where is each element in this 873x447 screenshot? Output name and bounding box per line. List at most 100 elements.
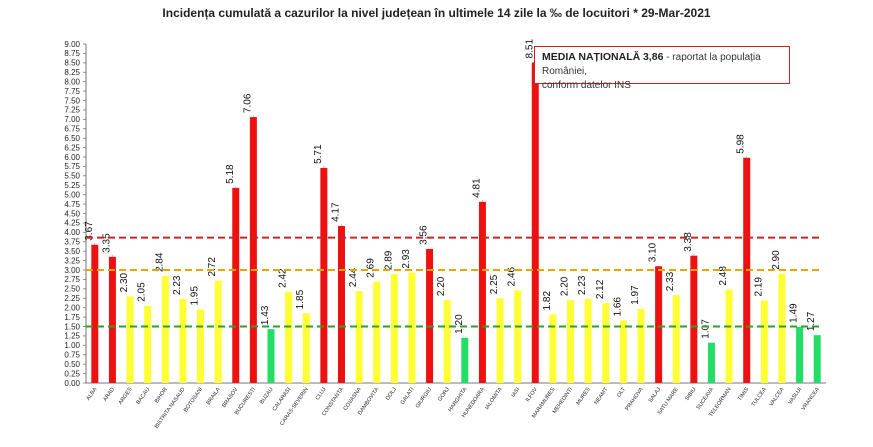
category-label: TIMIS bbox=[737, 386, 751, 402]
y-tick-label: 8.25 bbox=[64, 68, 80, 77]
bar bbox=[567, 300, 575, 383]
category-label: OLT bbox=[616, 386, 627, 398]
y-tick-label: 1.25 bbox=[64, 332, 80, 341]
bar bbox=[796, 326, 804, 383]
data-label: 1.82 bbox=[542, 291, 553, 311]
data-label: 2.20 bbox=[560, 276, 571, 296]
data-label: 1.85 bbox=[295, 289, 306, 309]
category-label: BRASOV bbox=[221, 386, 239, 408]
category-label: BRAILA bbox=[206, 386, 222, 406]
y-tick-label: 2.75 bbox=[64, 275, 80, 284]
bar bbox=[778, 273, 786, 383]
bar bbox=[496, 298, 504, 383]
y-tick-label: 5.75 bbox=[64, 162, 80, 171]
category-label: ARGES bbox=[118, 386, 134, 405]
national-average-label: MEDIA NAȚIONALĂ bbox=[542, 51, 641, 63]
data-label: 2.30 bbox=[119, 272, 130, 292]
category-label: CLUJ bbox=[315, 387, 328, 402]
category-label: SALAJ bbox=[648, 387, 663, 404]
bar bbox=[637, 308, 645, 383]
data-label: 4.81 bbox=[471, 178, 482, 198]
bar bbox=[531, 62, 539, 383]
category-label: ARAD bbox=[102, 387, 116, 403]
bar bbox=[249, 117, 257, 383]
data-label: 7.06 bbox=[242, 93, 253, 113]
bar bbox=[619, 320, 627, 383]
y-tick-label: 6.50 bbox=[64, 134, 80, 143]
y-tick-label: 4.75 bbox=[64, 200, 80, 209]
bar bbox=[355, 291, 363, 383]
category-label: NEAMT bbox=[593, 386, 609, 406]
bar bbox=[408, 272, 416, 383]
data-label: 3.56 bbox=[419, 225, 430, 245]
bar bbox=[179, 299, 187, 383]
bar bbox=[232, 187, 240, 383]
bar bbox=[461, 337, 469, 383]
national-average-note-a: - raportat la populația României, bbox=[542, 52, 761, 77]
y-tick-label: 4.50 bbox=[64, 209, 80, 218]
bar bbox=[91, 244, 99, 383]
national-average-note-b: conform datelor INS bbox=[542, 80, 631, 91]
bar bbox=[602, 303, 610, 383]
data-label: 2.72 bbox=[207, 257, 218, 277]
category-label: VASLUI bbox=[787, 386, 803, 406]
data-label: 1.97 bbox=[630, 285, 641, 305]
data-label: 2.46 bbox=[507, 266, 518, 286]
data-label: 2.12 bbox=[595, 279, 606, 299]
bar bbox=[760, 300, 768, 383]
y-tick-label: 9.00 bbox=[64, 40, 80, 49]
category-label: ILFOV bbox=[525, 386, 539, 403]
data-label: 1.43 bbox=[260, 305, 271, 325]
data-label: 2.19 bbox=[753, 277, 764, 297]
data-label: 5.18 bbox=[225, 164, 236, 184]
data-label: 2.84 bbox=[154, 252, 165, 272]
bar bbox=[267, 329, 275, 383]
data-label: 4.17 bbox=[330, 202, 341, 222]
y-tick-label: 3.25 bbox=[64, 256, 80, 265]
data-label: 3.67 bbox=[84, 221, 95, 241]
data-label: 3.35 bbox=[101, 233, 112, 253]
y-tick-label: 7.50 bbox=[64, 96, 80, 105]
y-tick-label: 5.50 bbox=[64, 172, 80, 181]
y-tick-label: 2.25 bbox=[64, 294, 80, 303]
y-tick-label: 1.75 bbox=[64, 313, 80, 322]
y-tick-label: 2.50 bbox=[64, 285, 80, 294]
category-label: IALOMITA bbox=[484, 386, 504, 410]
y-tick-label: 3.00 bbox=[64, 266, 80, 275]
y-tick-label: 6.75 bbox=[64, 125, 80, 134]
data-label: 2.05 bbox=[137, 282, 148, 302]
category-label: TULCEA bbox=[751, 386, 769, 407]
bar bbox=[302, 313, 310, 383]
bar bbox=[285, 291, 293, 383]
y-tick-label: 0.75 bbox=[64, 351, 80, 360]
y-tick-label: 5.00 bbox=[64, 190, 80, 199]
data-label: 1.49 bbox=[789, 303, 800, 323]
bar bbox=[197, 309, 205, 383]
y-tick-label: 3.75 bbox=[64, 238, 80, 247]
data-label: 2.44 bbox=[348, 267, 359, 287]
data-label: 2.89 bbox=[383, 250, 394, 270]
data-label: 2.20 bbox=[436, 276, 447, 296]
y-tick-label: 8.75 bbox=[64, 49, 80, 58]
data-label: 1.27 bbox=[806, 311, 817, 331]
category-label: VRANCEA bbox=[801, 386, 821, 411]
data-label: 2.33 bbox=[665, 271, 676, 291]
data-label: 1.95 bbox=[190, 286, 201, 306]
national-average-value: 3,86 bbox=[642, 51, 664, 63]
data-label: 5.98 bbox=[736, 134, 747, 154]
y-tick-label: 8.00 bbox=[64, 77, 80, 86]
bar bbox=[373, 281, 381, 383]
category-label: PRAHOVA bbox=[625, 386, 645, 411]
y-tick-label: 2.00 bbox=[64, 303, 80, 312]
category-label: MURES bbox=[575, 386, 591, 406]
y-tick-label: 3.50 bbox=[64, 247, 80, 256]
y-tick-label: 5.25 bbox=[64, 181, 80, 190]
data-label: 2.23 bbox=[172, 275, 183, 295]
bar bbox=[161, 276, 169, 383]
y-tick-label: 7.25 bbox=[64, 106, 80, 115]
y-tick-label: 0.00 bbox=[64, 379, 80, 388]
bar bbox=[426, 248, 434, 383]
y-tick-label: 4.00 bbox=[64, 228, 80, 237]
